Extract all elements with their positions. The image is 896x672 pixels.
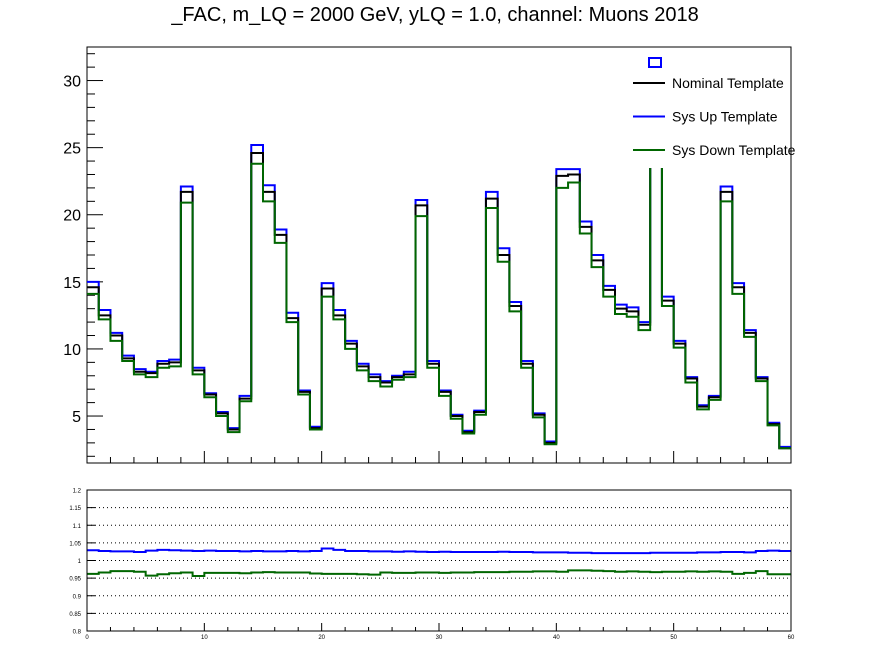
ratio-y-tick-label: 1.2 xyxy=(73,489,82,495)
y-tick-label: 30 xyxy=(63,74,81,91)
ratio-x-tick-label: 10 xyxy=(201,635,208,641)
ratio-y-tick-label: 0.95 xyxy=(69,577,81,583)
y-tick-label: 10 xyxy=(63,342,81,359)
y-tick-label: 20 xyxy=(63,208,81,225)
ratio-y-tick-label: 0.9 xyxy=(73,594,82,600)
ratio-x-tick-label: 50 xyxy=(670,635,677,641)
legend: Nominal Template Sys Up Template Sys Down … xyxy=(622,48,796,168)
ratio-plot-frame xyxy=(86,489,792,632)
legend-label: Nominal Template xyxy=(672,75,784,91)
ratio-series-up xyxy=(87,547,791,555)
main-plot-axes: 5 10 15 20 25 30 xyxy=(63,53,792,463)
legend-label: Sys Down Template xyxy=(672,142,796,158)
ratio-y-tick-label: 0.8 xyxy=(73,630,82,636)
legend-marker-icon xyxy=(648,57,662,68)
chart-title: _FAC, m_LQ = 2000 GeV, yLQ = 1.0, channe… xyxy=(171,4,699,26)
ratio-series-down xyxy=(87,569,791,578)
ratio-x-tick-label: 20 xyxy=(318,635,325,641)
ratio-plot-grid xyxy=(87,507,791,614)
ratio-plot-series xyxy=(87,547,791,578)
y-tick-label: 5 xyxy=(72,409,81,426)
ratio-y-tick-label: 1.05 xyxy=(69,541,81,547)
ratio-y-tick-label: 1.1 xyxy=(73,524,82,530)
ratio-x-tick-label: 0 xyxy=(85,635,89,641)
y-tick-label: 25 xyxy=(63,141,81,158)
ratio-y-tick-label: 1.15 xyxy=(69,506,81,512)
main-plot-series xyxy=(87,121,791,450)
ratio-plot-axes: 0.8 0.85 0.9 0.95 1 1.05 1.1 1.15 1.2 0 10 20 30 40 50… xyxy=(69,489,795,642)
ratio-x-tick-label: 30 xyxy=(436,635,443,641)
legend-label: Sys Up Template xyxy=(672,109,778,125)
ratio-x-tick-label: 60 xyxy=(788,635,795,641)
ratio-x-tick-label: 40 xyxy=(553,635,560,641)
ratio-plot-border xyxy=(86,489,792,632)
series-sys-down xyxy=(87,139,791,450)
y-tick-label: 15 xyxy=(63,275,81,292)
ratio-y-tick-label: 1 xyxy=(78,559,82,565)
ratio-y-tick-label: 0.85 xyxy=(69,612,81,618)
